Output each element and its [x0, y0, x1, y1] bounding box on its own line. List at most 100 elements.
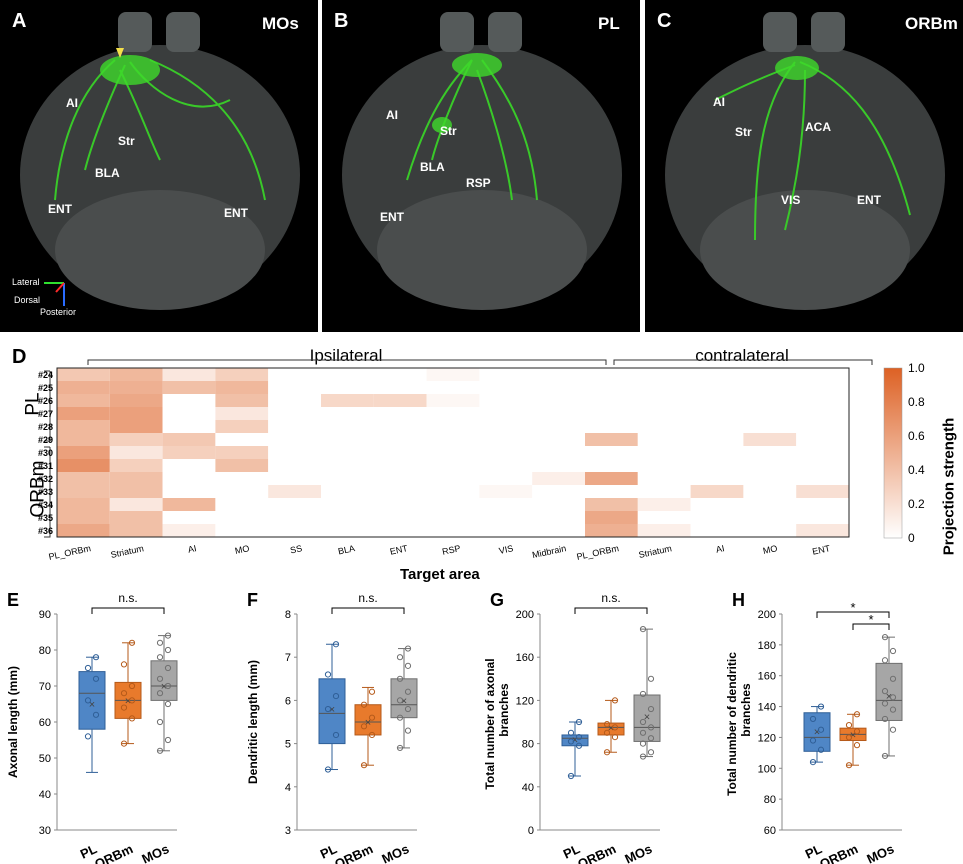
heatmap-cell	[426, 433, 480, 446]
orientation-dorsal: Dorsal	[14, 295, 41, 305]
heatmap-cell	[690, 407, 744, 420]
heatmap-cell	[585, 511, 638, 524]
y-tick-label: 80	[39, 645, 51, 657]
column-label: MO	[762, 543, 778, 556]
colorbar-tick: 0.2	[908, 497, 925, 511]
contralateral-bracket	[613, 359, 873, 365]
y-tick-label: 200	[758, 609, 776, 621]
heatmap-cell	[321, 446, 374, 459]
box-mean-marker: ×	[329, 704, 335, 716]
y-tick-label: 6	[285, 695, 291, 707]
data-point	[164, 736, 172, 744]
region-label: BLA	[420, 160, 445, 174]
panel-letter: B	[334, 10, 349, 32]
heatmap-cell	[690, 368, 744, 381]
heatmap-cell	[479, 524, 533, 537]
box-mean-marker: ×	[886, 691, 892, 703]
y-tick-label: 50	[39, 753, 51, 765]
data-point	[164, 682, 172, 690]
box-mean-marker: ×	[608, 722, 614, 734]
heatmap-cell	[162, 407, 216, 420]
y-tick-label: 5	[285, 739, 291, 751]
box	[875, 662, 903, 721]
data-point	[128, 639, 136, 646]
data-point	[639, 626, 647, 633]
heatmap-cell	[215, 472, 269, 485]
heatmap-cell	[479, 459, 533, 472]
column-label: PL_ORBm	[576, 543, 620, 562]
data-point	[845, 762, 853, 769]
box	[390, 678, 418, 719]
y-tick-label: 40	[522, 782, 534, 794]
heatmap-cell	[690, 524, 744, 537]
heatmap-cell	[796, 485, 849, 498]
panel-letter: A	[12, 10, 27, 32]
heatmap-cell	[215, 433, 269, 446]
data-point	[120, 661, 128, 668]
heatmap-cell	[585, 381, 638, 394]
data-point	[881, 700, 889, 707]
data-point	[639, 740, 647, 747]
data-point	[889, 726, 897, 733]
data-point	[120, 690, 128, 697]
brain-panel-b: B PL AI Str BLA RSP ENT	[322, 0, 640, 332]
heatmap-cell	[532, 433, 585, 446]
x-tick-label: MOs	[379, 841, 411, 864]
heatmap-cell	[162, 394, 216, 407]
box-mean-marker: ×	[572, 734, 578, 746]
data-point	[575, 734, 583, 741]
box-mean-marker: ×	[401, 695, 407, 707]
data-point	[567, 738, 575, 745]
data-point	[817, 746, 825, 753]
panel-letter: D	[12, 346, 27, 368]
heatmap-cell	[426, 524, 480, 537]
heatmap-cell	[268, 459, 321, 472]
heatmap-cell	[479, 368, 533, 381]
heatmap-cell	[426, 498, 480, 511]
heatmap-border	[56, 367, 850, 538]
y-tick-label: 160	[516, 652, 534, 664]
heatmap-cell	[109, 485, 163, 498]
data-point	[809, 759, 817, 766]
y-tick-label: 180	[758, 640, 776, 652]
data-point	[332, 692, 340, 700]
heatmap-cell	[373, 407, 427, 420]
heatmap-cell	[637, 472, 691, 485]
heatmap-cell	[532, 407, 585, 420]
data-point	[647, 675, 655, 682]
column-label: Midbrain	[531, 543, 567, 560]
heatmap-cell	[268, 511, 321, 524]
brain-image-b	[342, 12, 622, 310]
x-tick-label: MOs	[622, 841, 654, 864]
heatmap-cell	[532, 368, 585, 381]
data-point	[360, 762, 368, 769]
box	[803, 712, 831, 752]
data-point	[92, 654, 100, 661]
heatmap-cell	[690, 433, 744, 446]
row-label: #26	[38, 396, 53, 406]
box	[354, 704, 382, 736]
heatmap-cell	[109, 472, 163, 485]
heatmap-cell	[796, 433, 849, 446]
heatmap-cell	[57, 498, 110, 511]
heatmap-cell	[268, 420, 321, 433]
heatmap-cell	[743, 407, 797, 420]
heatmap-cell	[215, 381, 269, 394]
heatmap-cell	[321, 524, 374, 537]
heatmap-cell	[373, 459, 427, 472]
heatmap-cell	[57, 368, 110, 381]
column-label: SS	[289, 543, 303, 555]
significance-bracket	[91, 607, 165, 614]
heatmap-cell	[215, 485, 269, 498]
data-point	[611, 724, 619, 731]
region-label: AI	[66, 96, 78, 110]
column-label: BLA	[337, 543, 356, 556]
heatmap-cell	[743, 459, 797, 472]
box	[318, 678, 346, 745]
orientation-lateral: Lateral	[12, 277, 40, 287]
heatmap-cell	[57, 433, 110, 446]
data-point	[881, 715, 889, 723]
heatmap-cell	[585, 433, 638, 446]
heatmap-cell	[532, 511, 585, 524]
data-point	[647, 749, 655, 756]
